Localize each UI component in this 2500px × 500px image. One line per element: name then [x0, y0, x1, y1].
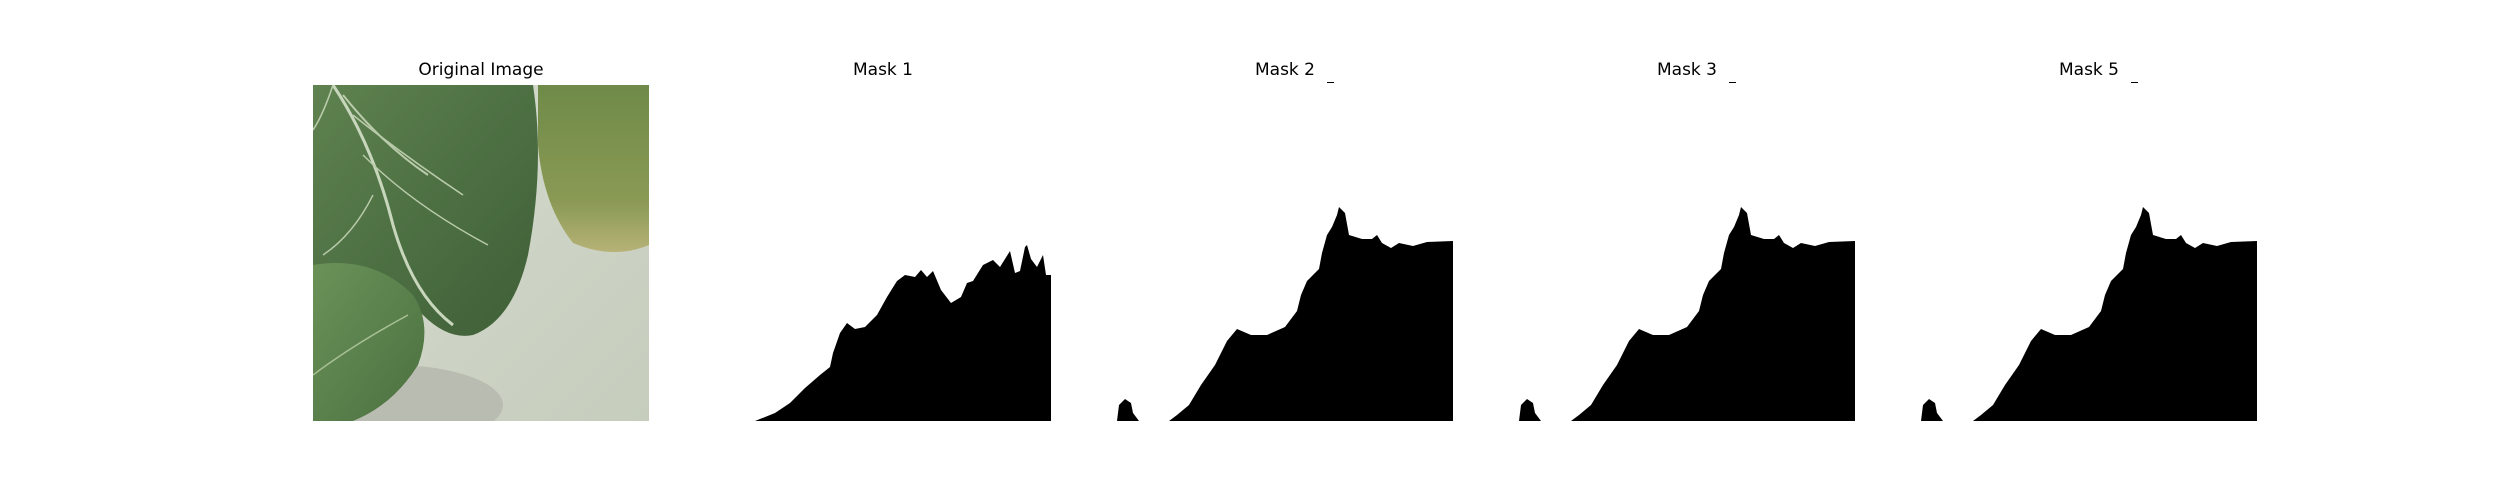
mask-1-title: Mask 1: [852, 60, 913, 80]
original-leaf-image: [313, 85, 649, 421]
mask-1-image: [715, 85, 1051, 421]
mask-5-title-tick: [2131, 82, 2138, 84]
mask-3-title-tick: [1729, 82, 1736, 84]
original-image-title: Original Image: [418, 60, 544, 80]
mask-2-title: Mask 2: [1254, 60, 1315, 80]
mask-2-title-tick: [1327, 82, 1334, 84]
mask-3-image: [1519, 85, 1855, 421]
mask-5-image: [1921, 85, 2257, 421]
mask-5-title: Mask 5: [2058, 60, 2119, 80]
mask-3-title: Mask 3: [1656, 60, 1717, 80]
mask-2-image: [1117, 85, 1453, 421]
